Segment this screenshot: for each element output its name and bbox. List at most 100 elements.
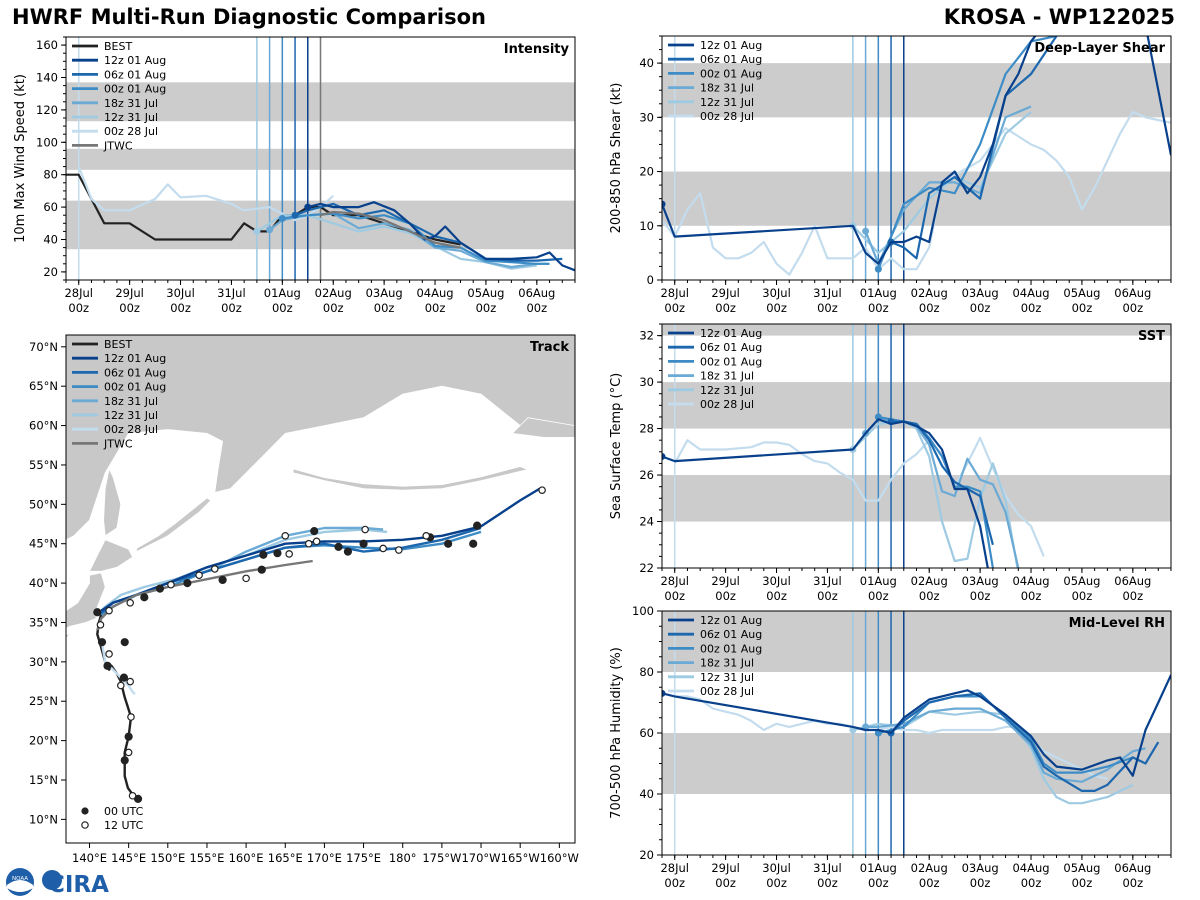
shear-xtick-sublabel: 00z [1122, 301, 1143, 315]
storm-id: KROSA - WP122025 [943, 5, 1175, 29]
rh-legend-label: 00z 28 Jul [700, 685, 754, 698]
shear-series-00z-01-aug [877, 36, 1057, 270]
track-series-jtwc [96, 559, 313, 631]
intensity-series-00z-28-jul [77, 166, 334, 222]
sst-series-00z-28-jul [673, 436, 1045, 557]
rh-ytick-label: 100 [632, 605, 654, 618]
rh-chart: 2040608010028Jul00z29Jul00z30Jul00z31Jul… [609, 605, 1172, 890]
intensity-xtick-label: 28Jul [64, 286, 93, 300]
rh-xtick-label: 03Aug [962, 861, 999, 875]
sst-xtick-label: 30Jul [762, 574, 791, 588]
rh-legend-label: 00z 01 Aug [700, 642, 762, 655]
intensity-xtick-sublabel: 00z [526, 301, 547, 315]
rh-legend-label: 18z 31 Jul [700, 657, 754, 670]
rh-xtick-sublabel: 00z [868, 876, 889, 890]
rh-xtick-sublabel: 00z [970, 876, 991, 890]
track-ytick-label: 20°N [29, 734, 58, 748]
shear-xtick-label: 01Aug [860, 286, 897, 300]
rh-xtick-label: 04Aug [1012, 861, 1049, 875]
track-marker-00utc [259, 550, 268, 559]
intensity-xtick-sublabel: 00z [425, 301, 446, 315]
intensity-legend-label: 12z 01 Aug [104, 54, 166, 67]
intensity-init-dot-00z-01-aug [278, 214, 286, 222]
track-marker-12utc [96, 621, 105, 629]
sst-ytick-label: 26 [639, 468, 654, 482]
sst-xtick-sublabel: 00z [817, 589, 838, 603]
track-marker-12utc [126, 598, 135, 607]
sst-xtick-sublabel: 00z [1122, 589, 1143, 603]
sst-legend-label: 12z 31 Jul [700, 384, 754, 397]
rh-xtick-sublabel: 00z [919, 876, 940, 890]
track-ytick-label: 15°N [29, 773, 58, 787]
shear-xtick-label: 06Aug [1114, 286, 1151, 300]
land-kyushu-korea [66, 633, 71, 639]
rh-xtick-sublabel: 00z [1122, 876, 1143, 890]
shear-init-dot-18z-31-jul [862, 227, 870, 235]
track-marker-00utc [310, 527, 319, 536]
track-legend-label: 18z 31 Jul [104, 395, 158, 408]
track-xtick-label: 160°E [229, 851, 264, 865]
sst-xtick-sublabel: 00z [1072, 589, 1093, 603]
shear-series-12z-01-aug [662, 36, 1171, 265]
rh-series-12z-01-aug [662, 674, 1171, 777]
shear-xtick-sublabel: 00z [766, 301, 787, 315]
sst-legend-label: 06z 01 Aug [700, 341, 762, 354]
shear-ytick-label: 30 [639, 110, 654, 124]
intensity-xtick-label: 06Aug [518, 286, 555, 300]
sst-legend-label: 18z 31 Jul [700, 370, 754, 383]
track-xtick-label: 180° [389, 851, 417, 865]
rh-xtick-sublabel: 00z [817, 876, 838, 890]
track-marker-12utc [127, 713, 135, 721]
track-marker-00utc [183, 578, 192, 588]
sst-ytick-label: 32 [639, 329, 654, 343]
shear-band-1 [662, 63, 1171, 118]
sst-band-0 [662, 475, 1171, 522]
sst-title: SST [1138, 329, 1165, 344]
rh-xtick-sublabel: 00z [664, 876, 685, 890]
track-xtick-label: 145°E [111, 851, 146, 865]
sst-ylabel: Sea Surface Temp (°C) [609, 373, 624, 520]
shear-ylabel: 200-850 hPa Shear (kt) [609, 83, 624, 234]
track-legend-label: BEST [104, 338, 132, 351]
shear-chart: 01020304028Jul00z29Jul00z30Jul00z31Jul00… [609, 35, 1172, 315]
track-ytick-label: 45°N [29, 537, 58, 551]
sst-xtick-sublabel: 00z [766, 589, 787, 603]
shear-legend-label: 12z 01 Aug [700, 39, 762, 52]
sst-xtick-label: 01Aug [860, 574, 897, 588]
track-marker-00utc [93, 608, 102, 617]
track-ytick-label: 60°N [29, 419, 58, 433]
track-ytick-label: 70°N [29, 340, 58, 354]
track-legend-label: 12 UTC [104, 819, 144, 832]
intensity-init-dot-12z-01-aug [304, 203, 312, 211]
track-marker-00utc [120, 638, 129, 647]
track-marker-00utc [155, 584, 165, 593]
track-marker-00utc [97, 638, 107, 647]
track-series-12z-01-aug [100, 487, 541, 612]
intensity-xtick-sublabel: 00z [272, 301, 293, 315]
sst-chart: 22242628303228Jul00z29Jul00z30Jul00z31Ju… [609, 323, 1172, 603]
shear-xtick-sublabel: 00z [868, 301, 889, 315]
track-marker-12utc [312, 537, 321, 546]
rh-title: Mid-Level RH [1069, 616, 1165, 631]
track-marker-12utc [304, 539, 313, 548]
cira-text: CIRA [48, 872, 109, 898]
sst-xtick-sublabel: 00z [868, 589, 889, 603]
land-russia-far-east [66, 335, 575, 541]
track-frame [65, 334, 576, 844]
intensity-ytick-label: 160 [36, 38, 58, 52]
sst-xtick-sublabel: 00z [1021, 589, 1042, 603]
track-legend-marker-00utc [81, 807, 89, 815]
sst-band-1 [662, 382, 1171, 429]
sst-ytick-label: 28 [639, 422, 654, 436]
sst-legend-label: 00z 28 Jul [700, 398, 754, 411]
track-marker-12utc [210, 565, 219, 573]
intensity-ylabel: 10m Max Wind Speed (kt) [13, 74, 28, 243]
land-kurils [136, 497, 212, 553]
rh-xtick-label: 06Aug [1114, 861, 1151, 875]
intensity-ytick-label: 100 [36, 135, 58, 149]
track-legend-label: 12z 31 Jul [104, 409, 158, 422]
track-ytick-label: 10°N [29, 812, 58, 826]
track-ytick-label: 40°N [29, 576, 58, 590]
intensity-init-dot-18z-31-jul [266, 226, 274, 234]
track-ytick-label: 25°N [29, 694, 58, 708]
